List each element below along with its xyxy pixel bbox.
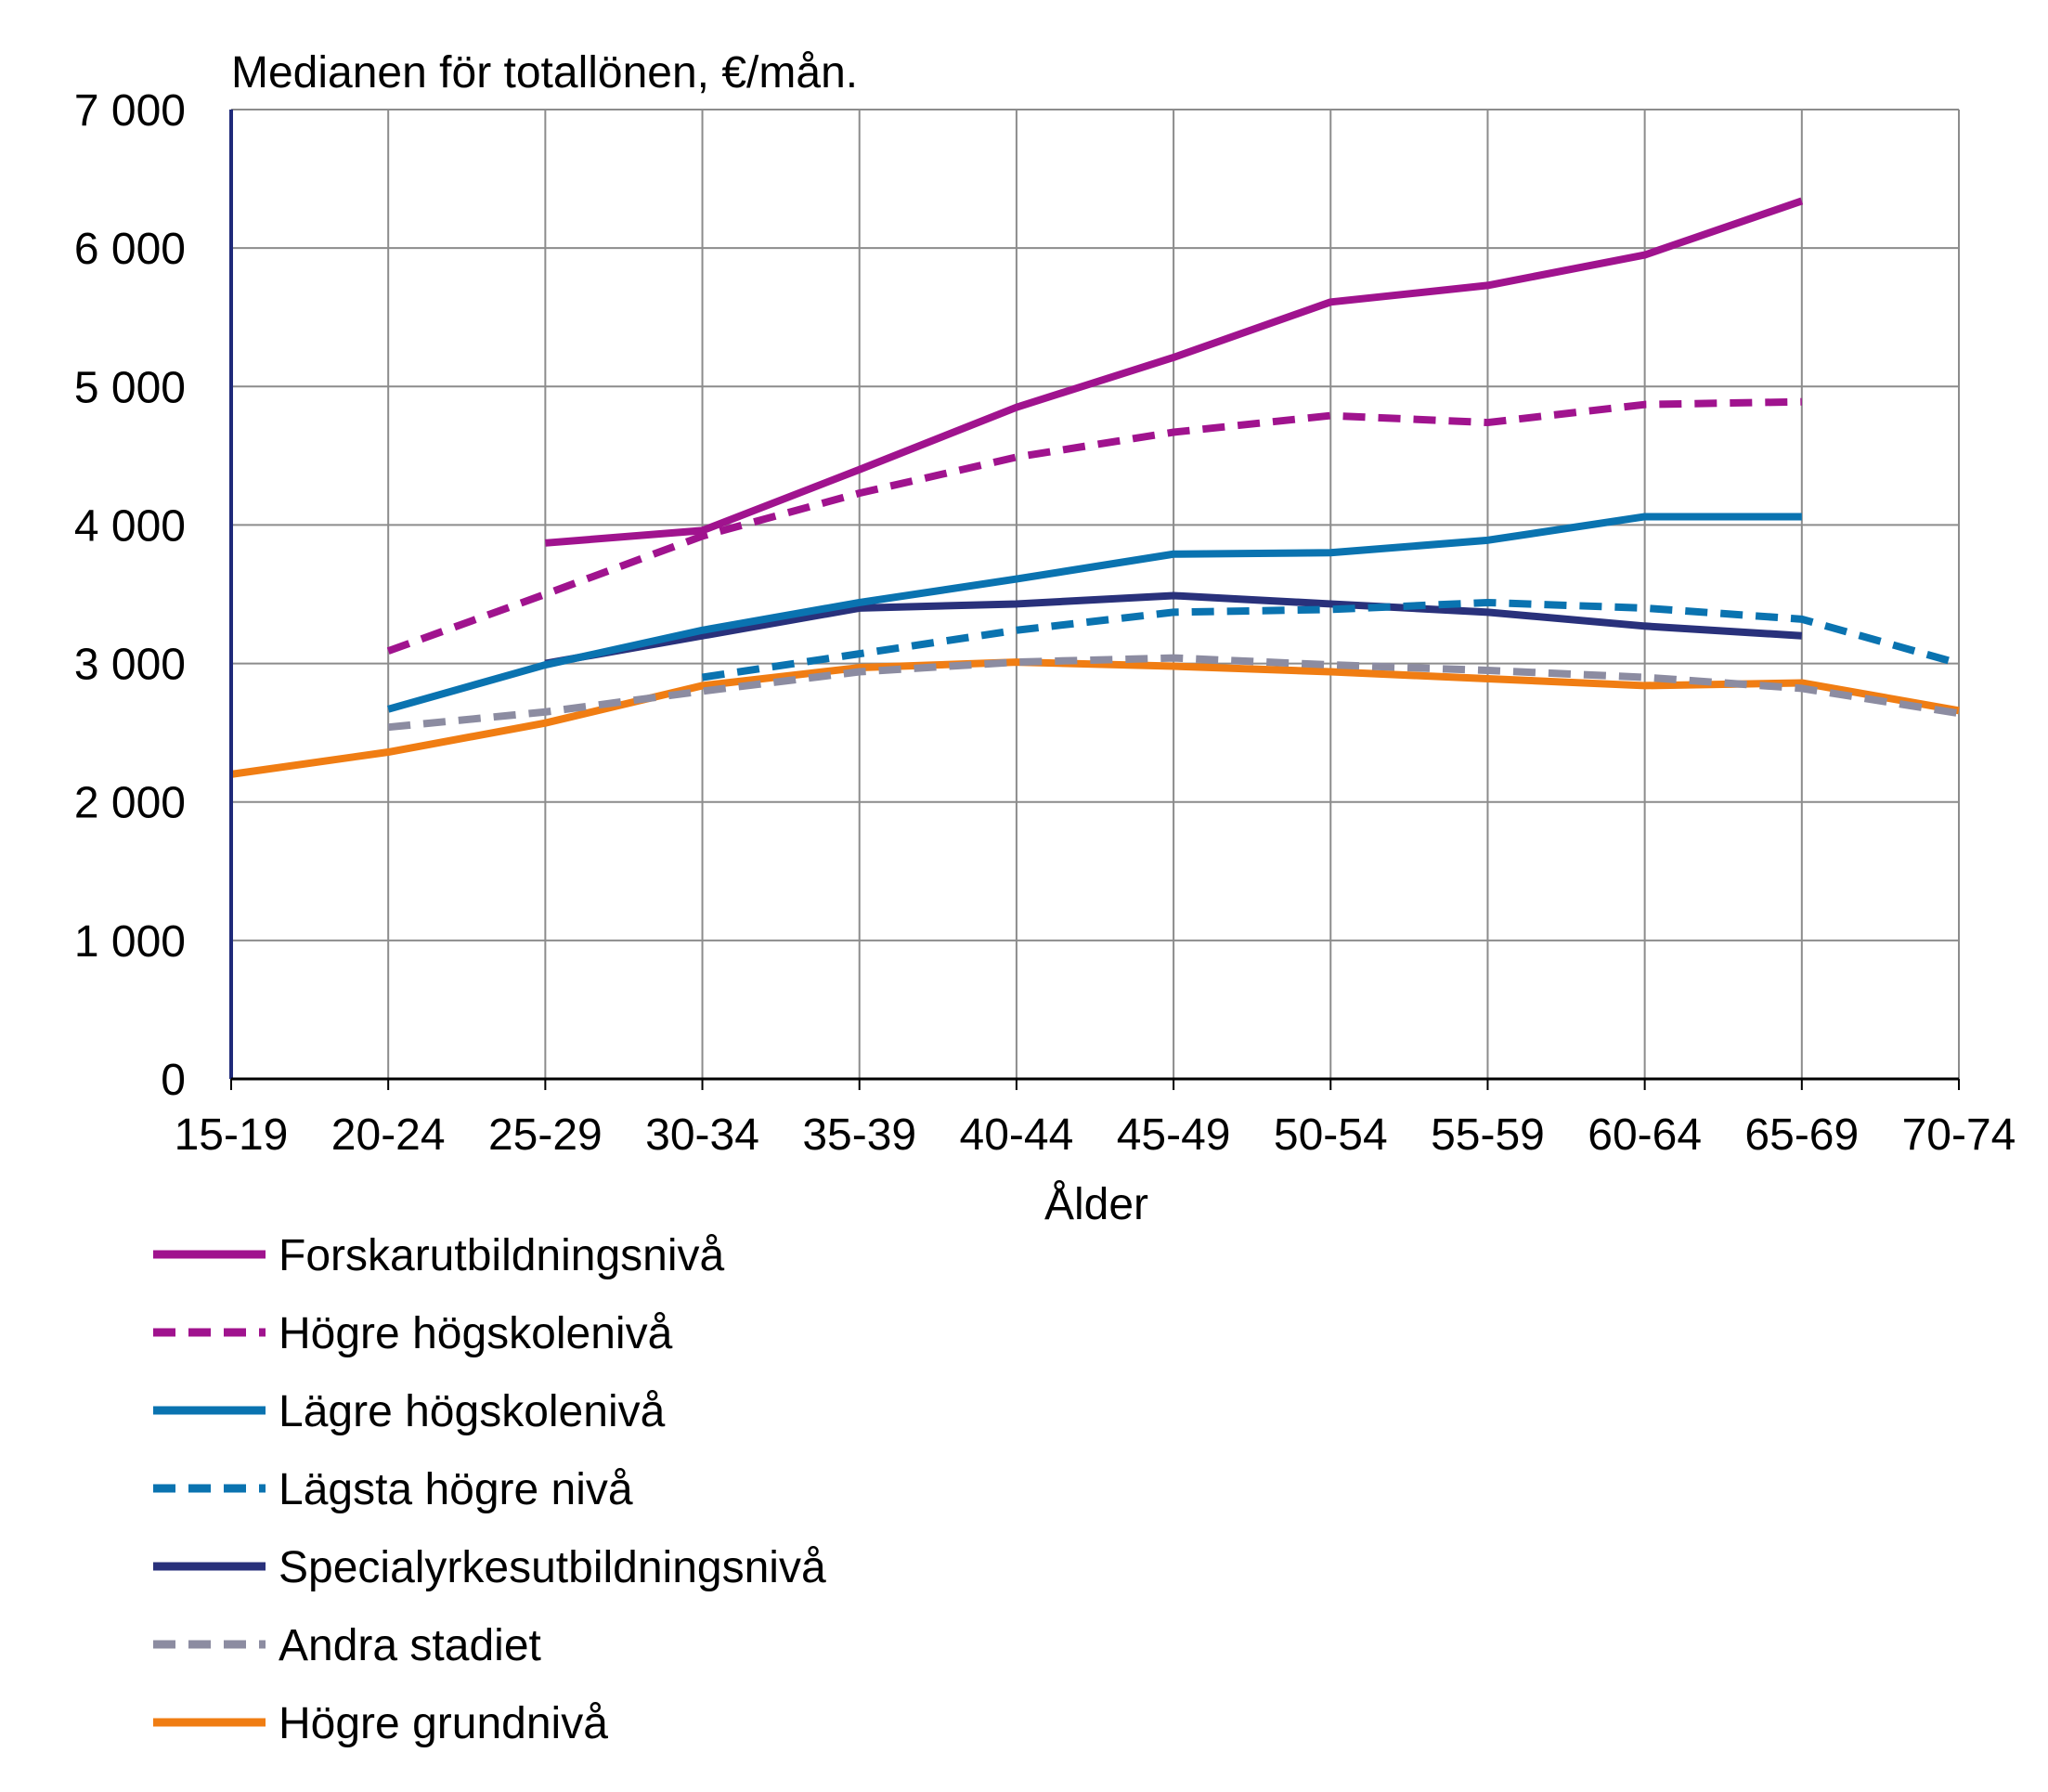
y-tick-label: 5 000 bbox=[74, 363, 186, 412]
y-tick-label: 4 000 bbox=[74, 501, 186, 551]
series-line-forskarutbildningsniva bbox=[545, 197, 1804, 547]
series-line-hogre-hogskoleniva bbox=[386, 397, 1802, 655]
y-tick-label: 7 000 bbox=[74, 86, 186, 136]
x-tick-label: 70-74 bbox=[1902, 1110, 2016, 1160]
y-tick-label: 6 000 bbox=[74, 225, 186, 274]
legend: Forskarutbildningsnivå Högre högskolenivå… bbox=[153, 1231, 826, 1748]
y-tick-label: 3 000 bbox=[74, 641, 186, 690]
x-tick-label: 20-24 bbox=[331, 1110, 446, 1160]
legend-label-specialyrkesutbildningsniva: Specialyrkesutbildningsnivå bbox=[279, 1543, 826, 1592]
x-axis-tick-labels: 15-19 20-24 25-29 30-34 35-39 40-44 45-49 50-54… bbox=[175, 1110, 2016, 1160]
axes bbox=[229, 110, 1960, 1090]
legend-label-forskarutbildningsniva: Forskarutbildningsnivå bbox=[279, 1231, 725, 1280]
x-tick-label: 60-64 bbox=[1588, 1110, 1702, 1160]
y-tick-label: 2 000 bbox=[74, 779, 186, 828]
y-axis-tick-labels: 0 1 000 2 000 3 000 4 000 5 000 6 000 7 000 bbox=[74, 86, 186, 1105]
y-tick-label: 0 bbox=[161, 1056, 186, 1105]
series-line-hogre-grundniva bbox=[230, 658, 1960, 778]
legend-label-lagre-hogskoleniva: Lägre högskolenivå bbox=[279, 1387, 666, 1436]
series-line-lagre-hogskoleniva bbox=[387, 513, 1802, 713]
grid bbox=[231, 109, 1960, 1079]
series-line-specialyrkesutbildningsniva bbox=[544, 591, 1803, 668]
legend-label-andra-stadiet: Andra stadiet bbox=[279, 1621, 541, 1670]
x-tick-label: 40-44 bbox=[960, 1110, 1074, 1160]
legend-label-hogre-hogskoleniva: Högre högskolenivå bbox=[279, 1309, 673, 1358]
series-line-lagsta-hogre-niva bbox=[701, 598, 1961, 682]
x-tick-label: 25-29 bbox=[488, 1110, 603, 1160]
legend-label-lagsta-hogre-niva: Lägsta högre nivå bbox=[279, 1465, 633, 1514]
x-tick-label: 30-34 bbox=[645, 1110, 759, 1160]
chart-title: Medianen för totallönen, €/mån. bbox=[231, 48, 858, 97]
series-line-andra-stadiet bbox=[387, 654, 1960, 732]
y-tick-label: 1 000 bbox=[74, 917, 186, 967]
x-tick-label: 35-39 bbox=[802, 1110, 916, 1160]
x-tick-label: 50-54 bbox=[1274, 1110, 1388, 1160]
x-tick-label: 45-49 bbox=[1117, 1110, 1231, 1160]
legend-label-hogre-grundniva: Högre grundnivå bbox=[279, 1699, 608, 1748]
x-tick-label: 55-59 bbox=[1431, 1110, 1545, 1160]
x-tick-label: 15-19 bbox=[175, 1110, 289, 1160]
series-lines bbox=[230, 197, 1961, 778]
x-tick-label: 65-69 bbox=[1744, 1110, 1859, 1160]
x-axis-title: Ålder bbox=[1044, 1180, 1148, 1229]
